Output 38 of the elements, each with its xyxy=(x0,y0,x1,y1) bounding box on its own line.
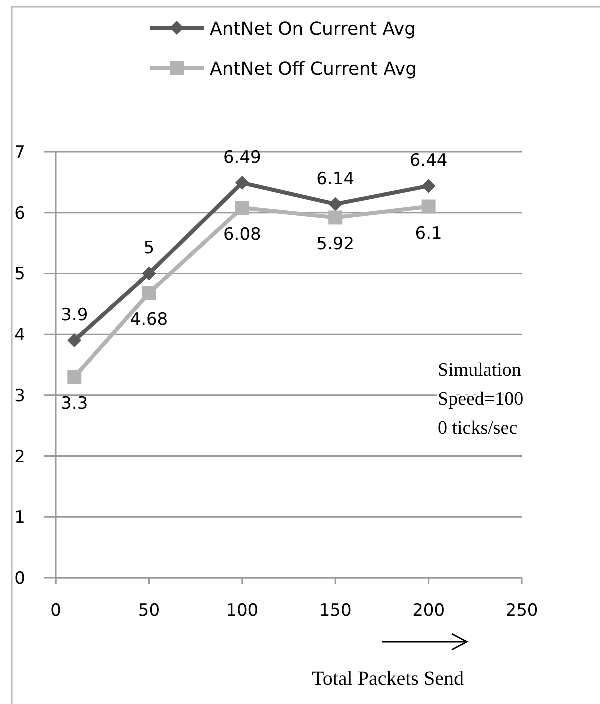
point xyxy=(422,200,436,214)
data-label: 3.3 xyxy=(61,394,88,414)
data-label: 5.92 xyxy=(316,234,355,255)
point xyxy=(68,370,82,384)
x-tick-label: 100 xyxy=(226,601,259,621)
point xyxy=(142,266,156,281)
y-tick-label: 3 xyxy=(14,386,26,406)
legend-label: AntNet On Current Avg xyxy=(210,19,416,40)
x-tick-label: 50 xyxy=(138,601,160,621)
point xyxy=(422,179,436,194)
data-label: 6.14 xyxy=(316,169,355,190)
data-label: 6.49 xyxy=(223,148,262,168)
x-tick-label: 0 xyxy=(50,601,62,621)
x-axis-title: Total Packets Send xyxy=(312,668,464,690)
y-tick-label: 7 xyxy=(14,143,26,163)
point xyxy=(328,197,343,212)
point xyxy=(235,200,250,215)
y-tick-label: 1 xyxy=(14,508,26,528)
data-label: 4.68 xyxy=(130,310,168,330)
x-tick-label: 200 xyxy=(412,601,446,621)
x-tick-label: 150 xyxy=(319,601,352,621)
annotation: Simulation Speed=100 0 ticks/sec xyxy=(438,360,524,439)
point xyxy=(68,334,82,348)
point xyxy=(142,286,156,300)
data-label: 6.44 xyxy=(410,151,448,172)
data-label: 5 xyxy=(144,238,155,259)
data-label: 6.1 xyxy=(415,224,442,244)
data-label: 3.9 xyxy=(61,306,88,326)
point xyxy=(235,176,250,190)
y-tick-label: 0 xyxy=(14,569,26,589)
x-tick-label: 250 xyxy=(506,601,538,621)
legend-label: AntNet Off Current Avg xyxy=(210,59,418,80)
y-tick-label: 4 xyxy=(14,326,26,346)
y-tick-label: 2 xyxy=(14,447,26,468)
y-tick-label: 5 xyxy=(14,264,26,285)
data-label: 6.08 xyxy=(223,224,262,245)
point xyxy=(328,210,343,225)
y-tick-label: 6 xyxy=(14,204,26,224)
